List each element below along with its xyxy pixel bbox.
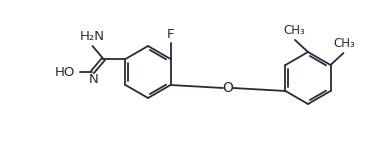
Text: F: F xyxy=(167,28,174,41)
Text: H₂N: H₂N xyxy=(80,30,105,43)
Text: N: N xyxy=(89,73,98,86)
Text: HO: HO xyxy=(55,66,75,78)
Text: CH₃: CH₃ xyxy=(334,37,355,50)
Text: O: O xyxy=(223,81,234,95)
Text: CH₃: CH₃ xyxy=(283,24,305,37)
